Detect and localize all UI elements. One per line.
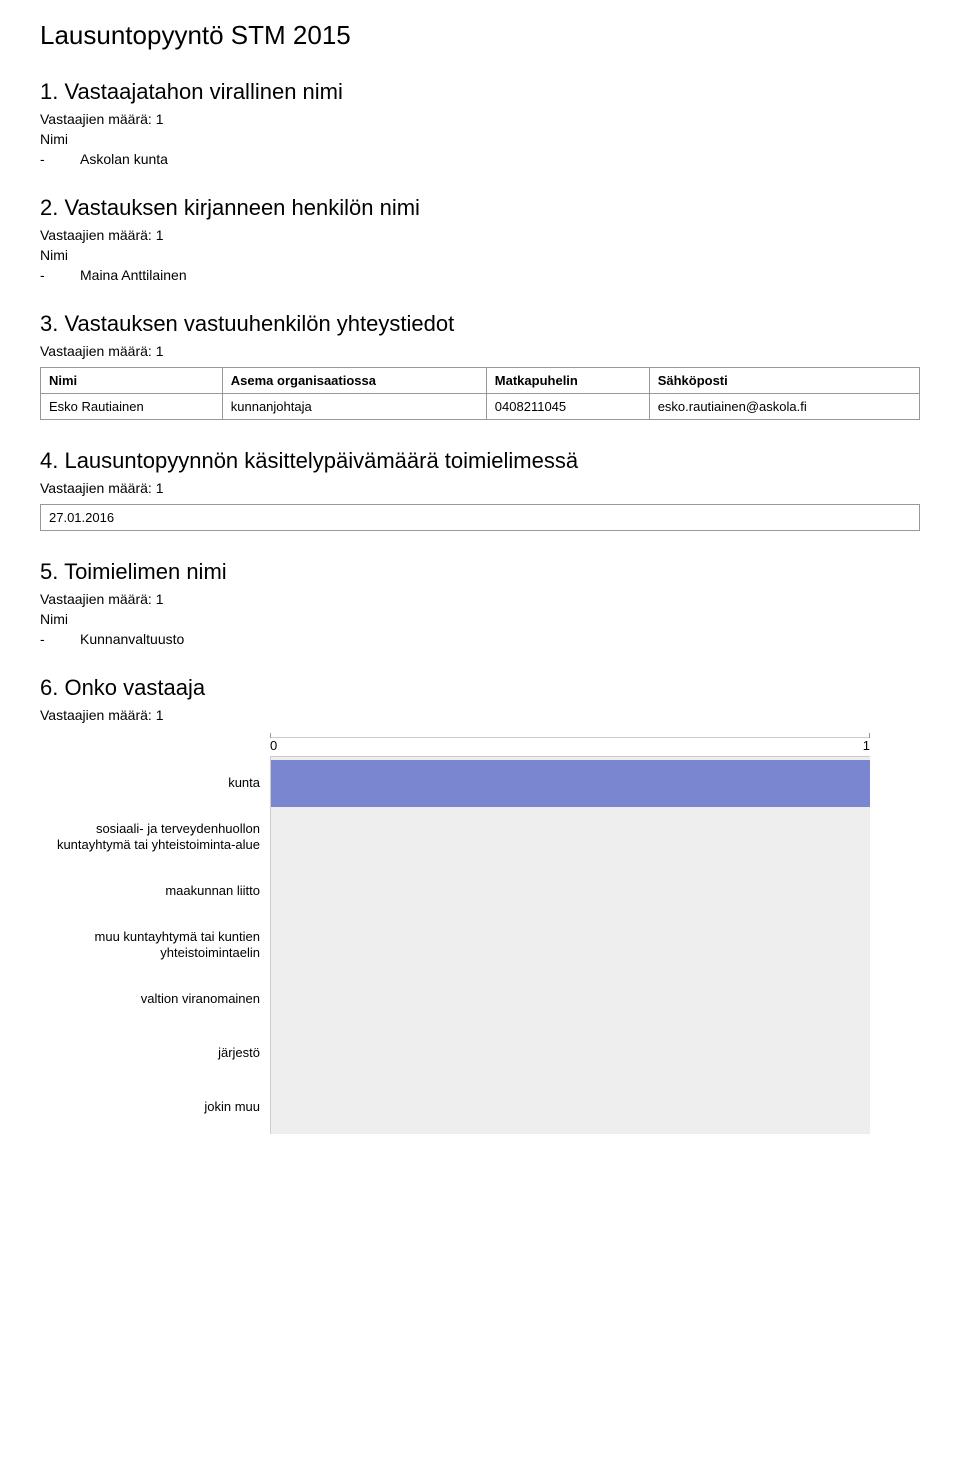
chart-bar-area: [270, 864, 870, 918]
chart-row-label: muu kuntayhtymä tai kuntien yhteistoimin…: [40, 918, 270, 972]
section-2-count: Vastaajien määrä: 1: [40, 227, 920, 243]
chart-row-label: sosiaali- ja terveydenhuollon kuntayhtym…: [40, 810, 270, 864]
section-3-heading: 3. Vastauksen vastuuhenkilön yhteystiedo…: [40, 311, 920, 337]
section-5-heading: 5. Toimielimen nimi: [40, 559, 920, 585]
section-4-count: Vastaajien määrä: 1: [40, 480, 920, 496]
chart-row: järjestö: [40, 1026, 920, 1080]
chart-row-label: valtion viranomainen: [40, 972, 270, 1026]
section-6-heading: 6. Onko vastaaja: [40, 675, 920, 701]
section-1-count: Vastaajien määrä: 1: [40, 111, 920, 127]
table-row: Esko Rautiainen kunnanjohtaja 0408211045…: [41, 394, 920, 420]
chart-body: kuntasosiaali- ja terveydenhuollon kunta…: [40, 756, 920, 1134]
cell-asema: kunnanjohtaja: [222, 394, 486, 420]
chart-row: valtion viranomainen: [40, 972, 920, 1026]
respondent-type-chart: 0 1 kuntasosiaali- ja terveydenhuollon k…: [40, 737, 920, 1134]
section-2-value-row: -Maina Anttilainen: [40, 267, 920, 283]
col-sahkoposti: Sähköposti: [649, 368, 919, 394]
chart-row: sosiaali- ja terveydenhuollon kuntayhtym…: [40, 810, 920, 864]
chart-row-label: järjestö: [40, 1026, 270, 1080]
col-nimi: Nimi: [41, 368, 223, 394]
dash: -: [40, 151, 80, 167]
document-title: Lausuntopyyntö STM 2015: [40, 20, 920, 51]
chart-row-label: kunta: [40, 756, 270, 810]
table-header-row: Nimi Asema organisaatiossa Matkapuhelin …: [41, 368, 920, 394]
chart-bar-area: [270, 918, 870, 972]
col-asema: Asema organisaatiossa: [222, 368, 486, 394]
contact-table: Nimi Asema organisaatiossa Matkapuhelin …: [40, 367, 920, 420]
chart-row: kunta: [40, 756, 920, 810]
chart-row: jokin muu: [40, 1080, 920, 1134]
dash: -: [40, 267, 80, 283]
section-1-heading: 1. Vastaajatahon virallinen nimi: [40, 79, 920, 105]
chart-bar-area: [270, 972, 870, 1026]
chart-bar-area: [270, 810, 870, 864]
section-1-value-row: -Askolan kunta: [40, 151, 920, 167]
date-table: 27.01.2016: [40, 504, 920, 531]
chart-bar: [271, 760, 870, 807]
chart-row: maakunnan liitto: [40, 864, 920, 918]
section-2-field-label: Nimi: [40, 247, 920, 263]
chart-row-label: jokin muu: [40, 1080, 270, 1134]
section-5-field-label: Nimi: [40, 611, 920, 627]
col-matkapuhelin: Matkapuhelin: [486, 368, 649, 394]
section-6-count: Vastaajien määrä: 1: [40, 707, 920, 723]
section-1-field-label: Nimi: [40, 131, 920, 147]
section-3-count: Vastaajien määrä: 1: [40, 343, 920, 359]
date-cell: 27.01.2016: [41, 505, 920, 531]
chart-bar-area: [270, 1080, 870, 1134]
chart-bar-area: [270, 1026, 870, 1080]
chart-row: muu kuntayhtymä tai kuntien yhteistoimin…: [40, 918, 920, 972]
chart-bar-area: [270, 756, 870, 810]
section-2-value: Maina Anttilainen: [80, 267, 187, 283]
cell-matkapuhelin: 0408211045: [486, 394, 649, 420]
chart-row-label: maakunnan liitto: [40, 864, 270, 918]
chart-axis: 0 1: [270, 738, 870, 756]
dash: -: [40, 631, 80, 647]
section-5-count: Vastaajien määrä: 1: [40, 591, 920, 607]
section-4-heading: 4. Lausuntopyynnön käsittelypäivämäärä t…: [40, 448, 920, 474]
section-2-heading: 2. Vastauksen kirjanneen henkilön nimi: [40, 195, 920, 221]
cell-sahkoposti: esko.rautiainen@askola.fi: [649, 394, 919, 420]
cell-nimi: Esko Rautiainen: [41, 394, 223, 420]
section-5-value-row: -Kunnanvaltuusto: [40, 631, 920, 647]
axis-tick-0: 0: [270, 738, 277, 753]
axis-tick-1: 1: [863, 738, 870, 753]
section-1-value: Askolan kunta: [80, 151, 168, 167]
section-5-value: Kunnanvaltuusto: [80, 631, 184, 647]
